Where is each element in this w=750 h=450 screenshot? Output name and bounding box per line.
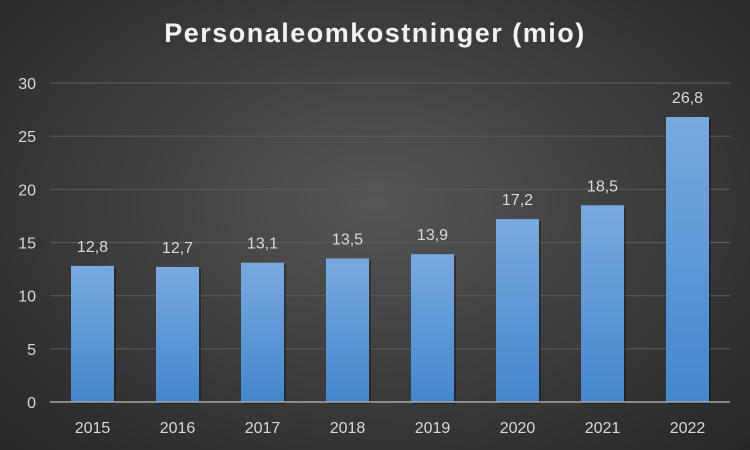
- y-tick-label: 10: [18, 289, 36, 306]
- chart-title: Personaleomkostninger (mio): [164, 18, 586, 48]
- bar-2016: [156, 266, 199, 402]
- y-tick-label: 0: [27, 395, 36, 412]
- x-tick-label: 2020: [500, 420, 536, 437]
- x-tick-label: 2022: [670, 420, 706, 437]
- bar-2022: [666, 117, 709, 402]
- data-label: 26,8: [672, 90, 703, 107]
- x-tick-label: 2015: [75, 420, 111, 437]
- x-tick-label: 2018: [330, 420, 366, 437]
- bar-2015: [71, 265, 114, 402]
- data-label: 17,2: [502, 192, 533, 209]
- bar-2020: [496, 219, 539, 402]
- x-tick-label: 2019: [415, 420, 451, 437]
- data-label: 13,5: [332, 231, 363, 248]
- bar-2019: [411, 254, 454, 402]
- y-tick-label: 15: [18, 236, 36, 253]
- data-label: 13,9: [417, 227, 448, 244]
- data-label: 12,8: [77, 239, 108, 256]
- bar-2017: [241, 262, 284, 402]
- y-tick-label: 5: [27, 342, 36, 359]
- data-label: 13,1: [247, 236, 278, 253]
- x-tick-label: 2021: [585, 420, 621, 437]
- data-label: 12,7: [162, 240, 193, 257]
- x-tick-label: 2016: [160, 420, 196, 437]
- bar-2021: [581, 205, 624, 402]
- data-label: 18,5: [587, 178, 618, 195]
- x-tick-label: 2017: [245, 420, 281, 437]
- bar-2018: [326, 258, 369, 402]
- y-tick-label: 20: [18, 182, 36, 199]
- y-tick-label: 30: [18, 76, 36, 93]
- y-tick-label: 25: [18, 129, 36, 146]
